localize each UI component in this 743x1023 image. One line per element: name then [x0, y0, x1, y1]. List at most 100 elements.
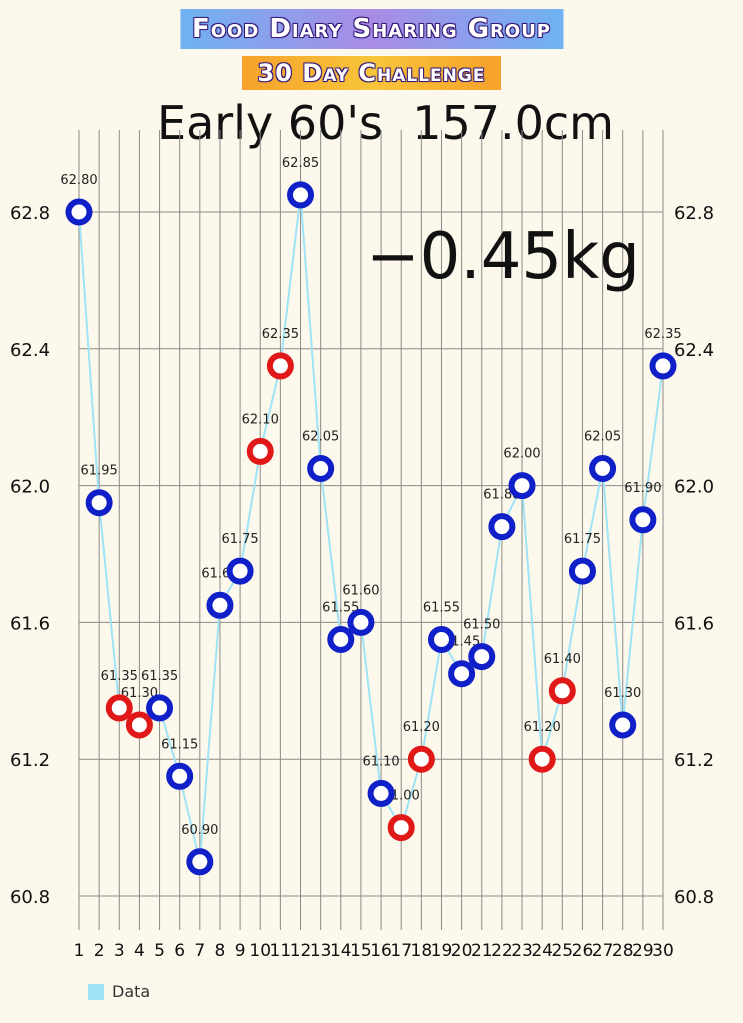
data-point-marker — [568, 557, 596, 585]
x-tick-label: 27 — [592, 941, 614, 961]
y-tick-label-left: 62.8 — [10, 203, 50, 224]
data-label: 62.05 — [584, 430, 621, 445]
legend-swatch — [88, 983, 104, 1000]
y-tick-label-right: 60.8 — [674, 887, 714, 908]
data-label: 61.90 — [624, 481, 661, 496]
chart-subtitle: Early 60's 157.0cm — [157, 96, 614, 150]
group-title-banner: Food Diary Sharing Group — [179, 9, 564, 49]
data-point-marker — [609, 711, 637, 739]
data-point-marker — [85, 489, 113, 517]
data-point-marker — [448, 660, 476, 688]
data-point-marker — [528, 745, 556, 773]
data-point-marker — [327, 626, 355, 653]
y-tick-label-right: 61.6 — [674, 613, 714, 634]
y-tick-label-left: 62.0 — [10, 477, 50, 498]
y-tick-label-left: 61.6 — [10, 613, 50, 634]
x-tick-label: 21 — [471, 941, 493, 961]
data-point-marker — [105, 694, 133, 722]
x-tick-label: 8 — [215, 941, 226, 961]
data-point-marker — [125, 711, 153, 739]
x-tick-label: 6 — [174, 941, 185, 961]
data-point-marker — [548, 677, 576, 705]
x-tick-label: 22 — [491, 941, 513, 961]
data-label: 61.35 — [141, 669, 178, 684]
x-tick-label: 14 — [330, 941, 352, 961]
data-point-marker — [649, 352, 677, 380]
x-tick-label: 12 — [290, 941, 312, 961]
data-label: 62.00 — [503, 447, 540, 462]
x-tick-label: 4 — [134, 941, 145, 961]
data-label: 61.75 — [221, 532, 258, 547]
x-tick-label: 20 — [451, 941, 473, 961]
data-label: 62.80 — [60, 173, 97, 188]
x-tick-label: 3 — [114, 941, 125, 961]
x-tick-label: 17 — [390, 941, 412, 961]
data-label: 62.35 — [644, 327, 681, 342]
data-point-marker — [427, 626, 455, 653]
data-point-marker — [146, 694, 174, 722]
data-point-marker — [226, 557, 254, 585]
data-label: 61.30 — [121, 686, 158, 701]
data-point-marker — [307, 455, 335, 482]
data-point-marker — [367, 779, 395, 807]
data-label: 61.60 — [342, 583, 379, 598]
x-tick-label: 2 — [94, 941, 105, 961]
data-point-marker — [508, 472, 536, 500]
data-label: 61.50 — [463, 618, 500, 633]
x-tick-label: 13 — [310, 941, 332, 961]
data-label: 62.10 — [242, 412, 279, 427]
data-point-marker — [589, 455, 617, 482]
y-tick-label-left: 60.8 — [10, 887, 50, 908]
x-tick-label: 19 — [431, 941, 453, 961]
y-tick-label-right: 62.0 — [674, 477, 714, 498]
data-point-marker — [65, 198, 93, 226]
data-label: 61.10 — [362, 754, 399, 769]
data-label: 62.35 — [262, 327, 299, 342]
data-label: 61.55 — [423, 601, 460, 616]
data-label: 61.40 — [544, 652, 581, 667]
x-tick-label: 18 — [411, 941, 433, 961]
x-tick-label: 1 — [74, 941, 85, 961]
data-label: 62.85 — [282, 156, 319, 171]
y-tick-label-left: 62.4 — [10, 340, 50, 361]
weight-change-label: −0.45kg — [366, 220, 640, 294]
chart-legend: Data — [88, 982, 150, 1001]
x-tick-label: 16 — [370, 941, 392, 961]
x-tick-label: 15 — [350, 941, 372, 961]
data-label: 61.95 — [81, 464, 118, 479]
data-label: 62.05 — [302, 430, 339, 445]
data-point-marker — [166, 762, 194, 790]
legend-label: Data — [112, 982, 151, 1001]
x-tick-label: 26 — [572, 941, 594, 961]
x-tick-label: 29 — [632, 941, 654, 961]
data-point-marker — [407, 745, 435, 773]
data-label: 61.35 — [101, 669, 138, 684]
data-label: 61.30 — [604, 686, 641, 701]
data-label: 61.20 — [524, 720, 561, 735]
data-label: 60.90 — [181, 823, 218, 838]
x-tick-label: 25 — [551, 941, 573, 961]
x-tick-label: 28 — [612, 941, 634, 961]
data-label: 61.15 — [161, 737, 198, 752]
data-point-marker — [347, 608, 375, 636]
y-tick-label-right: 62.8 — [674, 203, 714, 224]
data-point-marker — [186, 848, 214, 876]
data-point-marker — [287, 181, 315, 209]
data-label: 61.75 — [564, 532, 601, 547]
data-point-marker — [629, 506, 657, 534]
data-point-marker — [206, 591, 234, 619]
data-label: 61.55 — [322, 601, 359, 616]
x-tick-label: 9 — [235, 941, 246, 961]
y-tick-label-right: 61.2 — [674, 750, 714, 771]
data-label: 61.20 — [403, 720, 440, 735]
y-tick-label-right: 62.4 — [674, 340, 714, 361]
x-tick-label: 7 — [194, 941, 205, 961]
x-tick-label: 23 — [511, 941, 533, 961]
challenge-title-banner: 30 Day Challenge — [241, 56, 502, 90]
data-point-marker — [387, 814, 415, 842]
data-point-marker — [488, 513, 516, 541]
x-tick-label: 10 — [249, 941, 271, 961]
data-point-marker — [246, 437, 274, 465]
